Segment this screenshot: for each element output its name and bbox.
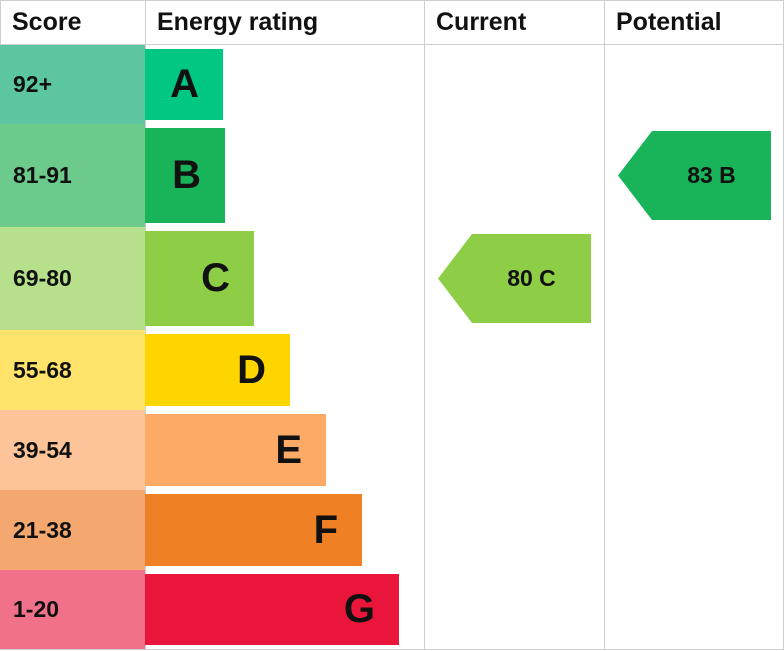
rating-bar-b: B bbox=[145, 128, 225, 223]
rating-letter-a: A bbox=[170, 62, 199, 106]
grid-line-horizontal bbox=[0, 649, 784, 650]
score-cell-b: 81-91 bbox=[0, 124, 145, 227]
score-cell-a: 92+ bbox=[0, 45, 145, 124]
score-cell-d: 55-68 bbox=[0, 330, 145, 410]
rating-bar-f: F bbox=[145, 494, 362, 566]
current-arrow-shape bbox=[438, 234, 591, 323]
score-cell-g: 1-20 bbox=[0, 570, 145, 649]
potential-rating-arrow bbox=[618, 131, 771, 220]
score-cell-c: 69-80 bbox=[0, 227, 145, 330]
potential-arrow-shape bbox=[618, 131, 771, 220]
rating-bar-c: C bbox=[145, 231, 254, 326]
rating-bar-d: D bbox=[145, 334, 290, 406]
grid-line-vertical bbox=[604, 0, 605, 650]
header-potential: Potential bbox=[616, 7, 722, 36]
potential-rating-label: 83 B bbox=[687, 162, 736, 188]
rating-letter-b: B bbox=[172, 153, 201, 197]
current-rating-label: 80 C bbox=[507, 265, 556, 291]
score-cell-e: 39-54 bbox=[0, 410, 145, 490]
current-rating-arrow bbox=[438, 234, 591, 323]
rating-letter-f: F bbox=[313, 507, 338, 552]
rating-bar-a: A bbox=[145, 49, 223, 120]
rating-letter-d: D bbox=[237, 347, 266, 392]
header-current: Current bbox=[436, 7, 527, 36]
rating-bar-g: G bbox=[145, 574, 399, 645]
rating-letter-e: E bbox=[275, 427, 302, 472]
score-cell-f: 21-38 bbox=[0, 490, 145, 570]
rating-letter-c: C bbox=[201, 256, 230, 300]
rating-bar-e: E bbox=[145, 414, 326, 486]
grid-line-horizontal bbox=[0, 44, 784, 45]
grid-line-horizontal bbox=[0, 0, 784, 1]
header-energy-rating: Energy rating bbox=[157, 7, 319, 36]
grid-line-vertical bbox=[424, 0, 425, 650]
header-score: Score bbox=[12, 7, 82, 36]
rating-letter-g: G bbox=[343, 587, 375, 631]
